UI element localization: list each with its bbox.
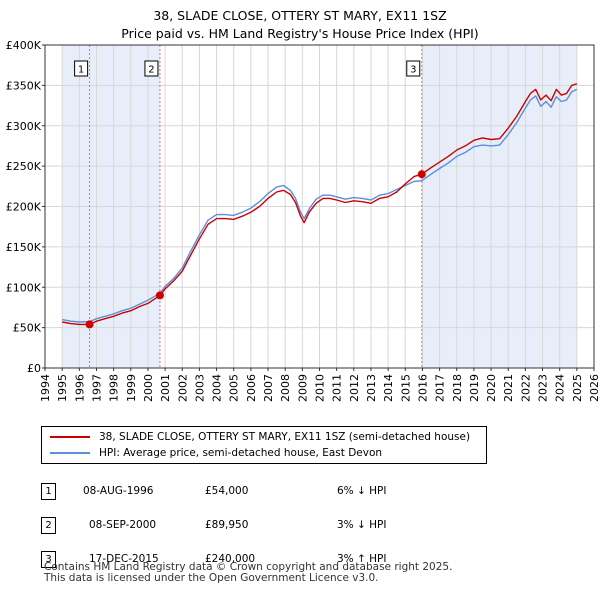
x-tick-label: 2023 bbox=[537, 374, 550, 402]
x-tick-label: 2022 bbox=[519, 374, 532, 402]
y-tick-label: £250K bbox=[6, 160, 42, 173]
table-row: 3 17-DEC-2015 £240,000 3% ↑ HPI bbox=[41, 542, 447, 576]
y-tick-label: £0 bbox=[27, 362, 41, 375]
chart-subtitle: Price paid vs. HM Land Registry's House … bbox=[121, 26, 479, 41]
sale-number-badge: 3 bbox=[41, 550, 56, 568]
x-tick-label: 2005 bbox=[228, 374, 241, 402]
sale-point bbox=[417, 170, 426, 179]
legend-item-hpi: HPI: Average price, semi-detached house,… bbox=[50, 445, 382, 461]
x-tick-label: 2007 bbox=[262, 374, 275, 402]
sale-date: 17-DEC-2015 bbox=[89, 553, 159, 565]
x-tick-label: 2009 bbox=[296, 374, 309, 402]
legend-item-property: 38, SLADE CLOSE, OTTERY ST MARY, EX11 1S… bbox=[50, 429, 470, 445]
x-tick-label: 1998 bbox=[108, 374, 121, 402]
legend-label-property: 38, SLADE CLOSE, OTTERY ST MARY, EX11 1S… bbox=[99, 431, 471, 443]
y-tick-label: £100K bbox=[6, 281, 42, 294]
sale-price: £54,000 bbox=[205, 485, 249, 497]
x-tick-label: 2014 bbox=[382, 374, 395, 402]
x-tick-label: 2004 bbox=[211, 374, 224, 402]
sale-label-text: 1 bbox=[78, 65, 84, 76]
y-tick-label: £200K bbox=[6, 201, 42, 214]
x-tick-label: 2016 bbox=[416, 374, 429, 402]
sale-price: £240,000 bbox=[205, 553, 256, 565]
sale-date: 08-SEP-2000 bbox=[89, 519, 157, 531]
x-tick-label: 1994 bbox=[39, 374, 52, 402]
x-tick-label: 2003 bbox=[193, 374, 206, 402]
x-tick-label: 2020 bbox=[485, 374, 498, 402]
price-chart: 1 2 3 £0 £50K £100K £150K £200K £250K £300K £350K £… bbox=[6, 39, 600, 402]
x-tick-label: 2000 bbox=[142, 374, 155, 402]
sale-hpi-diff: 3% ↓ HPI bbox=[337, 519, 387, 531]
sale-price: £89,950 bbox=[205, 519, 249, 531]
sale-label-text: 2 bbox=[148, 65, 154, 76]
x-tick-label: 2017 bbox=[434, 374, 447, 402]
sale-hpi-diff: 6% ↓ HPI bbox=[337, 485, 387, 497]
x-tick-label: 1995 bbox=[56, 374, 69, 402]
x-tick-label: 2002 bbox=[176, 374, 189, 402]
sale-date: 08-AUG-1996 bbox=[83, 485, 154, 497]
footer-copyright: Contains HM Land Registry data © Crown c… bbox=[44, 561, 453, 573]
x-tick-label: 2012 bbox=[348, 374, 361, 402]
x-tick-label: 2026 bbox=[588, 374, 600, 402]
x-tick-label: 2006 bbox=[245, 374, 258, 402]
chart-title: 38, SLADE CLOSE, OTTERY ST MARY, EX11 1S… bbox=[153, 8, 447, 23]
y-tick-label: £300K bbox=[6, 120, 42, 133]
sale-number-badge: 1 bbox=[41, 482, 56, 500]
x-tick-label: 1997 bbox=[90, 374, 103, 402]
y-tick-label: £150K bbox=[6, 241, 42, 254]
sale-hpi-diff: 3% ↑ HPI bbox=[337, 553, 387, 565]
x-tick-label: 2013 bbox=[365, 374, 378, 402]
x-tick-label: 2001 bbox=[159, 374, 172, 402]
x-tick-label: 1996 bbox=[73, 374, 86, 402]
table-row: 1 08-AUG-1996 £54,000 6% ↓ HPI bbox=[41, 474, 447, 508]
x-tick-label: 2025 bbox=[571, 374, 584, 402]
x-tick-label: 2011 bbox=[331, 374, 344, 402]
x-tick-label: 2015 bbox=[399, 374, 412, 402]
sales-table: 1 08-AUG-1996 £54,000 6% ↓ HPI 2 08-SEP-… bbox=[41, 474, 447, 576]
footer-licence: This data is licensed under the Open Gov… bbox=[44, 572, 379, 584]
y-tick-label: £50K bbox=[13, 322, 42, 335]
legend-swatch-property bbox=[50, 436, 90, 438]
sale-label-box bbox=[74, 60, 89, 77]
sale-label-text: 3 bbox=[410, 65, 416, 76]
legend-swatch-hpi bbox=[50, 452, 90, 454]
y-tick-label: £400K bbox=[6, 39, 42, 52]
sale-label-box bbox=[144, 60, 159, 77]
x-tick-label: 2019 bbox=[468, 374, 481, 402]
legend-label-hpi: HPI: Average price, semi-detached house,… bbox=[99, 447, 383, 459]
sale-number-badge: 2 bbox=[41, 516, 56, 534]
sale-point bbox=[155, 291, 164, 300]
footer: Contains HM Land Registry data © Crown c… bbox=[44, 562, 452, 584]
x-tick-label: 2008 bbox=[279, 374, 292, 402]
legend: 38, SLADE CLOSE, OTTERY ST MARY, EX11 1S… bbox=[41, 426, 487, 464]
x-tick-label: 2018 bbox=[451, 374, 464, 402]
x-tick-label: 2024 bbox=[554, 374, 567, 402]
y-tick-label: £350K bbox=[6, 79, 42, 92]
sale-label-box bbox=[406, 60, 421, 77]
x-tick-label: 2010 bbox=[314, 374, 327, 402]
table-row: 2 08-SEP-2000 £89,950 3% ↓ HPI bbox=[41, 508, 447, 542]
x-tick-label: 2021 bbox=[502, 374, 515, 402]
sale-point bbox=[85, 320, 94, 329]
x-tick-label: 1999 bbox=[125, 374, 138, 402]
